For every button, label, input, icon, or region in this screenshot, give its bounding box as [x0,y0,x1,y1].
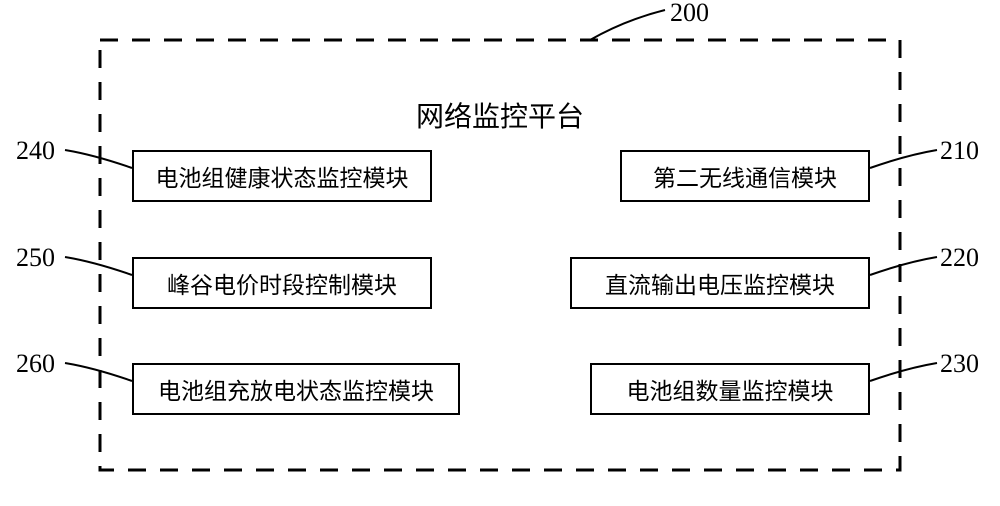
module-230-text: 电池组数量监控模块 [627,372,834,406]
label-220: 220 [940,243,979,273]
module-260-text: 电池组充放电状态监控模块 [158,372,434,406]
leader-240 [65,150,132,168]
label-250: 250 [16,243,55,273]
module-220-text: 直流输出电压监控模块 [605,266,835,300]
leader-260 [65,363,132,381]
module-250-text: 峰谷电价时段控制模块 [167,266,397,300]
module-210: 第二无线通信模块 [620,150,870,202]
module-210-text: 第二无线通信模块 [653,159,837,193]
label-210: 210 [940,136,979,166]
module-240: 电池组健康状态监控模块 [132,150,432,202]
label-200: 200 [670,0,709,28]
label-260: 260 [16,349,55,379]
leader-230 [870,363,937,381]
leader-200 [590,10,665,40]
container-title: 网络监控平台 [416,95,584,135]
leaders-svg [0,0,1000,506]
label-230: 230 [940,349,979,379]
module-240-text: 电池组健康状态监控模块 [156,159,409,193]
module-220: 直流输出电压监控模块 [570,257,870,309]
leader-220 [870,257,937,275]
leader-210 [870,150,937,168]
label-240: 240 [16,136,55,166]
module-230: 电池组数量监控模块 [590,363,870,415]
module-260: 电池组充放电状态监控模块 [132,363,460,415]
module-250: 峰谷电价时段控制模块 [132,257,432,309]
leader-250 [65,257,132,275]
